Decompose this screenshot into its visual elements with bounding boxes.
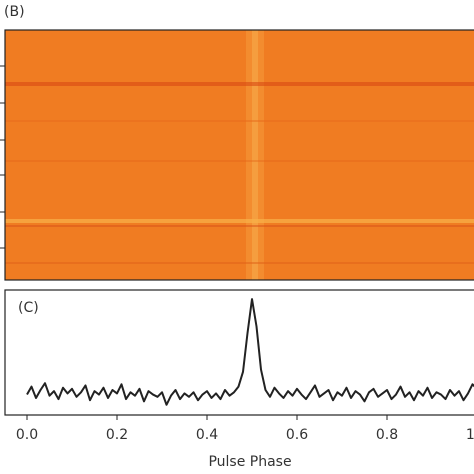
pulse-band (252, 30, 258, 280)
x-tick-label: 0.8 (376, 427, 398, 443)
streak (5, 120, 474, 122)
streak (5, 262, 474, 264)
streak (5, 225, 474, 227)
panel-label: (B) (4, 4, 25, 20)
streak (5, 219, 474, 223)
x-tick-label: 0.2 (106, 427, 128, 443)
x-axis-label: Pulse Phase (208, 454, 291, 470)
x-tick-label: 0.6 (286, 427, 308, 443)
panel-label: (C) (18, 300, 39, 316)
profile-line (26, 298, 474, 406)
x-tick-label: 1.0 (466, 427, 474, 443)
x-tick-label: 0.0 (16, 427, 38, 443)
x-tick-label: 0.4 (196, 427, 218, 443)
streak (5, 160, 474, 162)
frame (4, 289, 474, 416)
streak (5, 82, 474, 86)
frame (4, 29, 474, 281)
heatmap-panel: (B) (0, 4, 474, 281)
left-ticks (0, 65, 5, 249)
heatmap (5, 30, 474, 280)
